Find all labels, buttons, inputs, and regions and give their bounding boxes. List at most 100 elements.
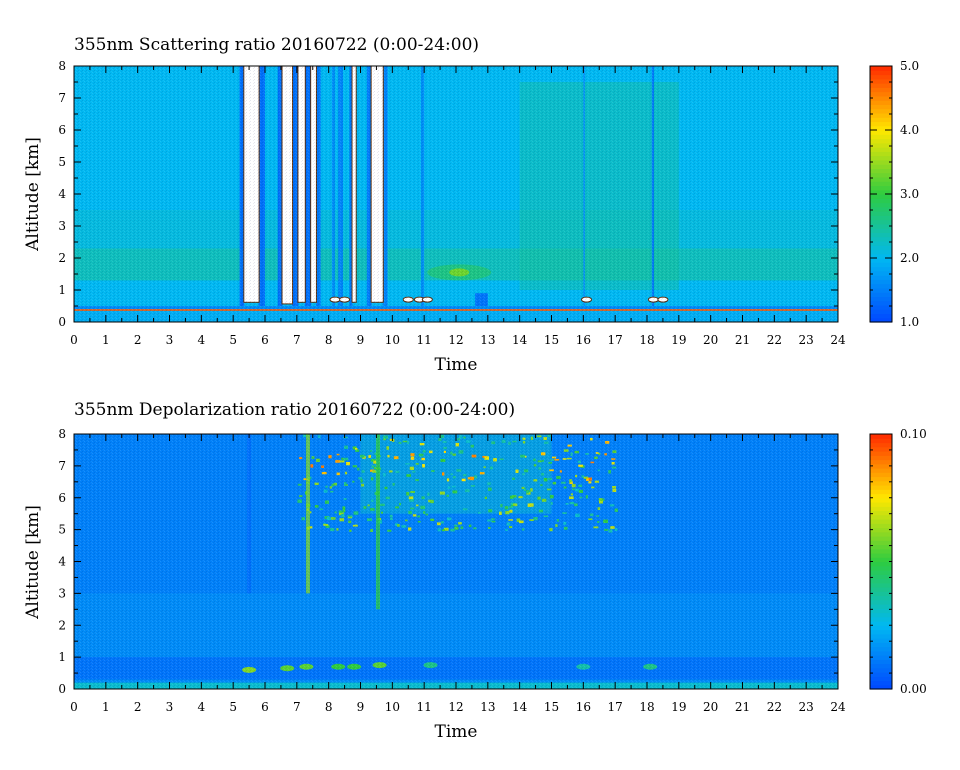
axes: 0 1 2 3 4 5 6 7 8 9 10 11 12 13 14 15 16 17 18 19 20 21 22 23 24… — [58, 59, 846, 347]
colorbar-tick-label: 3.0 — [900, 187, 919, 201]
colorbar-segment — [870, 544, 892, 550]
colorbar-segment — [870, 506, 892, 512]
colorbar-segment — [870, 70, 892, 76]
colorbar-segment — [870, 565, 892, 571]
colorbar-segment — [870, 309, 892, 315]
colorbar-segment — [870, 159, 892, 165]
colorbar-segment — [870, 638, 892, 643]
y-tick-label: 2 — [58, 251, 66, 265]
x-tick-label: 2 — [134, 700, 142, 714]
colorbar-segment — [870, 612, 892, 618]
colorbar-segment — [870, 574, 892, 580]
x-tick-label: 6 — [261, 333, 269, 347]
x-tick-label: 18 — [639, 700, 654, 714]
texture-overlay — [74, 66, 838, 322]
x-tick-label: 2 — [134, 333, 142, 347]
colorbar-segment — [870, 451, 892, 456]
colorbar-segment — [870, 540, 892, 546]
colorbar-segment — [870, 459, 892, 465]
y-axis-label: Altitude [km] — [23, 505, 43, 620]
x-tick-label: 3 — [166, 333, 174, 347]
colorbar-segment — [870, 650, 892, 656]
colorbar-segment — [870, 215, 892, 221]
heatmap-area — [74, 434, 838, 689]
colorbar-segment — [870, 519, 892, 524]
colorbar-segment — [870, 446, 892, 452]
y-tick-label: 6 — [58, 491, 66, 505]
x-axis-label: Time — [435, 722, 478, 742]
y-tick-label: 0 — [58, 315, 66, 329]
colorbar-segment — [870, 476, 892, 482]
x-tick-label: 5 — [229, 700, 237, 714]
colorbar-segment — [870, 206, 892, 212]
x-tick-label: 13 — [480, 700, 495, 714]
colorbar-segment — [870, 130, 892, 135]
colorbar-segment — [870, 138, 892, 144]
colorbar-segment — [870, 313, 892, 319]
colorbar-segment — [870, 536, 892, 541]
x-tick-label: 17 — [608, 700, 623, 714]
colorbar-segment — [870, 570, 892, 575]
x-tick-label: 1 — [102, 700, 110, 714]
colorbar-segment — [870, 223, 892, 229]
colorbar-segment — [870, 599, 892, 605]
x-tick-label: 18 — [639, 333, 654, 347]
x-tick-label: 9 — [357, 333, 365, 347]
colorbar-segment — [870, 108, 892, 114]
x-tick-label: 20 — [703, 700, 718, 714]
colorbar-segment — [870, 219, 892, 225]
colorbar-segment — [870, 155, 892, 161]
x-tick-label: 17 — [608, 333, 623, 347]
colorbar-segment — [870, 663, 892, 669]
colorbar-segment — [870, 142, 892, 148]
colorbar-segment — [870, 189, 892, 195]
colorbar-segment — [870, 621, 892, 626]
colorbar-segment — [870, 168, 892, 174]
colorbar-segment — [870, 112, 892, 118]
heatmap-area — [74, 66, 838, 322]
colorbar-segment — [870, 485, 892, 490]
colorbar-tick-label: 0.10 — [900, 427, 927, 441]
colorbar-segment — [870, 514, 892, 520]
x-tick-label: 4 — [198, 700, 206, 714]
colorbar-segment — [870, 317, 892, 323]
colorbar-segment — [870, 472, 892, 478]
colorbar-tick-label: 5.0 — [900, 59, 919, 73]
colorbar-segment — [870, 172, 892, 178]
colorbar-segment — [870, 185, 892, 191]
colorbar-segment — [870, 74, 892, 80]
colorbar-segment — [870, 608, 892, 614]
x-tick-label: 7 — [293, 700, 301, 714]
x-tick-label: 0 — [70, 333, 78, 347]
y-tick-label: 1 — [58, 650, 66, 664]
x-tick-label: 21 — [735, 700, 750, 714]
colorbar-segment — [870, 625, 892, 631]
colorbar-segment — [870, 642, 892, 648]
colorbar-segment — [870, 296, 892, 302]
colorbar-segment — [870, 164, 892, 169]
x-tick-label: 21 — [735, 333, 750, 347]
axes: 0 1 2 3 4 5 6 7 8 9 10 11 12 13 14 15 16 17 18 19 20 21 22 23 24… — [58, 427, 846, 714]
y-tick-label: 4 — [58, 187, 66, 201]
x-tick-label: 0 — [70, 700, 78, 714]
colorbar-segment — [870, 659, 892, 665]
colorbar-segment — [870, 489, 892, 495]
colorbar-segment — [870, 202, 892, 208]
colorbar-segment — [870, 442, 892, 448]
colorbar-segment — [870, 287, 892, 293]
colorbar-tick-label: 1.0 — [900, 315, 919, 329]
x-tick-label: 22 — [767, 700, 782, 714]
colorbar-segment — [870, 232, 892, 238]
colorbar-segment — [870, 468, 892, 473]
colorbar-segment — [870, 616, 892, 622]
colorbar-segment — [870, 151, 892, 157]
colorbar-segment — [870, 253, 892, 259]
y-tick-label: 5 — [58, 155, 66, 169]
colorbar-segment — [870, 100, 892, 105]
colorbar-segment — [870, 497, 892, 503]
chart-title: 355nm Depolarization ratio 20160722 (0:0… — [74, 400, 515, 420]
colorbar-segment — [870, 270, 892, 276]
colorbar-segment — [870, 275, 892, 280]
colorbar-segment — [870, 194, 892, 199]
texture-overlay — [74, 434, 838, 689]
